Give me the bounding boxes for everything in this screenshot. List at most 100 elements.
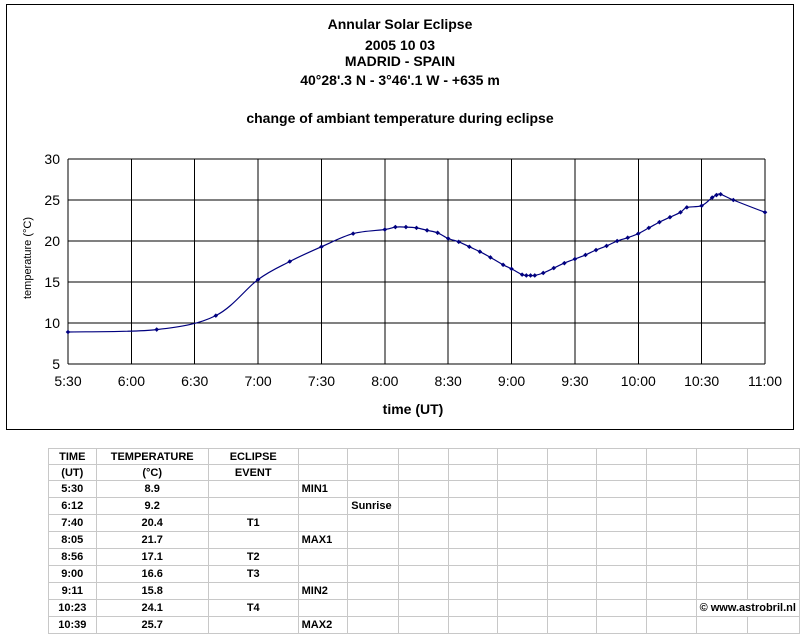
empty-cell: [447, 531, 499, 549]
empty-cell: [546, 599, 598, 617]
data-point: [699, 203, 704, 209]
empty-cell: [398, 616, 449, 634]
empty-cell: [546, 448, 598, 465]
header-time: TIME: [48, 448, 97, 465]
empty-cell: [695, 514, 749, 532]
x-tick-label: 9:30: [561, 373, 588, 389]
gridlines: [67, 158, 766, 365]
data-point: [635, 231, 641, 236]
cell-time: 8:56: [48, 548, 97, 566]
empty-cell: [447, 616, 499, 634]
cell-eclipse-event: [207, 616, 299, 634]
cell-eclipse-event: [207, 582, 299, 600]
cell-eclipse-event: [207, 480, 299, 498]
empty-cell: [447, 480, 499, 498]
empty-cell: [747, 616, 800, 634]
data-point: [540, 270, 546, 276]
data-point: [678, 210, 683, 215]
x-tick-label: 10:30: [684, 373, 719, 389]
cell-note: [347, 480, 400, 498]
empty-cell: [447, 464, 499, 481]
cell-temperature: 25.7: [95, 616, 209, 634]
empty-cell: [497, 497, 548, 515]
empty-cell: [447, 582, 499, 600]
x-tick-label: 7:00: [244, 373, 271, 389]
empty-cell: [497, 531, 548, 549]
chart-title-line-1: Annular Solar Eclipse: [327, 16, 473, 32]
empty-cell: [497, 480, 548, 498]
x-tick-label: 10:00: [621, 373, 656, 389]
cell-time: 5:30: [48, 480, 97, 498]
header-eclipse-event: ECLIPSE: [207, 448, 299, 465]
data-point: [445, 236, 451, 241]
data-point: [477, 249, 483, 254]
data-point: [435, 230, 440, 236]
cell-time: 9:00: [48, 565, 97, 583]
empty-cell: [695, 548, 749, 566]
data-point: [625, 235, 631, 241]
empty-cell: [695, 616, 749, 634]
empty-cell: [546, 531, 598, 549]
x-tick-label: 8:30: [435, 373, 462, 389]
empty-cell: [747, 548, 800, 566]
empty-cell: [497, 464, 548, 481]
data-point: [488, 255, 493, 260]
empty-cell: [546, 464, 598, 481]
header-temperature: (°C): [95, 464, 209, 481]
empty-cell: [695, 531, 749, 549]
empty-cell: [646, 480, 697, 498]
empty-cell: [347, 448, 400, 465]
temperature-chart: 5 10 15 20 25 30 5:30 6:00 6:30 7:00 7:30 8:00 8:30…: [22, 151, 782, 417]
data-point: [500, 262, 506, 268]
data-point: [583, 252, 588, 258]
table-row: 10:39 25.7 MAX2: [48, 616, 800, 634]
empty-cell: [398, 531, 449, 549]
empty-cell: [297, 448, 349, 465]
data-point: [604, 243, 609, 249]
empty-cell: [447, 514, 499, 532]
cell-temperature: 20.4: [95, 514, 209, 532]
table-row: 9:00 16.6 T3: [48, 565, 800, 583]
cell-eclipse-event: T2: [207, 548, 299, 566]
y-tick-label: 25: [44, 192, 60, 208]
cell-extremum: MAX2: [297, 616, 349, 634]
data-point: [551, 265, 557, 271]
empty-cell: [546, 480, 598, 498]
data-point: [213, 313, 219, 318]
empty-cell: [695, 565, 749, 583]
empty-cell: [398, 480, 449, 498]
copyright-text: © www.astrobril.nl: [695, 599, 800, 617]
empty-cell: [497, 582, 548, 600]
header-temperature: TEMPERATURE: [95, 448, 209, 465]
empty-cell: [447, 565, 499, 583]
y-axis-label: temperature (°C): [22, 217, 34, 299]
y-tick-label: 10: [44, 315, 60, 331]
cell-note: [347, 599, 400, 617]
empty-cell: [546, 548, 598, 566]
cell-eclipse-event: [207, 531, 299, 549]
data-point: [350, 231, 356, 236]
data-point: [319, 244, 324, 250]
empty-cell: [747, 565, 800, 583]
cell-time: 7:40: [48, 514, 97, 532]
data-point: [731, 197, 736, 203]
empty-cell: [596, 565, 647, 583]
x-tick-label: 8:00: [371, 373, 398, 389]
data-point: [718, 191, 723, 197]
cell-temperature: 24.1: [95, 599, 209, 617]
empty-cell: [596, 464, 647, 481]
y-tick-label: 20: [44, 233, 60, 249]
cell-extremum: [297, 497, 349, 515]
cell-note: [347, 548, 400, 566]
data-point: [646, 225, 652, 231]
empty-cell: [747, 497, 800, 515]
empty-cell: [646, 616, 697, 634]
eclipse-events-table: TIME TEMPERATURE ECLIPSE (UT) (°C) EVENT 5:30 8…: [48, 448, 800, 634]
data-point: [287, 259, 293, 264]
series-layer: [65, 191, 768, 335]
cell-note: [347, 616, 400, 634]
cell-time: 10:39: [48, 616, 97, 634]
empty-cell: [596, 582, 647, 600]
empty-cell: [546, 497, 598, 515]
table-row: TIME TEMPERATURE ECLIPSE: [48, 448, 800, 465]
